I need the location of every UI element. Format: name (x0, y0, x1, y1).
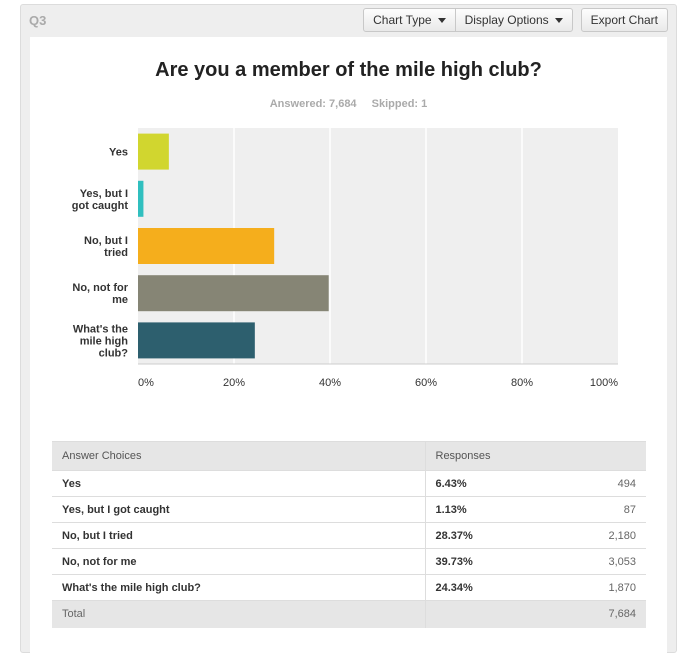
answer-choice: Yes, but I got caught (52, 496, 426, 523)
response-count: 87 (546, 496, 646, 523)
table-total-row: Total 7,684 (52, 600, 646, 628)
response-count: 3,053 (546, 548, 646, 575)
export-chart-button[interactable]: Export Chart (582, 9, 667, 31)
x-tick-label: 80% (511, 377, 533, 389)
x-tick-label: 100% (590, 377, 618, 389)
chart-options-group: Chart Type Display Options (363, 8, 573, 32)
category-label: Yes (109, 147, 128, 159)
question-title: Are you a member of the mile high club? (155, 59, 542, 81)
response-count: 494 (546, 470, 646, 497)
responses-table: Answer Choices Responses Yes 6.43% 494 Yes,… (52, 441, 646, 628)
total-label: Total (52, 600, 426, 628)
response-count: 1,870 (546, 574, 646, 601)
table-row: No, not for me 39.73% 3,053 (52, 548, 646, 575)
table-header-row: Answer Choices Responses (52, 441, 646, 471)
table-row: Yes 6.43% 494 (52, 470, 646, 497)
display-options-button[interactable]: Display Options (454, 9, 572, 31)
answer-choice: No, but I tried (52, 522, 426, 549)
category-label-line: club? (99, 347, 129, 359)
x-tick-label: 60% (415, 377, 437, 389)
table-row: What's the mile high club? 24.34% 1,870 (52, 574, 646, 601)
category-label-line: mile high (80, 335, 129, 347)
response-stats: Answered: 7,684 Skipped: 1 (30, 98, 667, 110)
answer-choice: What's the mile high club? (52, 574, 426, 601)
bar (138, 322, 255, 359)
x-tick-label: 0% (138, 377, 154, 389)
category-label: What's the mile high club? (73, 323, 128, 359)
display-options-label: Display Options (464, 13, 549, 27)
category-label-line: Yes, but I (80, 188, 128, 200)
bar (138, 228, 275, 264)
response-percent: 39.73% (425, 548, 547, 575)
chart-toolbar: Chart Type Display Options Export Chart (363, 8, 668, 32)
category-label-line: me (112, 294, 128, 306)
answered-count: Answered: 7,684 (269, 98, 357, 110)
answer-choice: Yes (52, 470, 426, 497)
table-row: Yes, but I got caught 1.13% 87 (52, 496, 646, 523)
question-panel: Q3 Chart Type Display Options Export Cha… (20, 4, 677, 653)
response-percent: 1.13% (425, 496, 547, 523)
category-label-line: got caught (72, 200, 129, 212)
response-percent: 6.43% (425, 470, 547, 497)
x-tick-label: 20% (223, 377, 245, 389)
header-responses: Responses (425, 441, 646, 471)
category-label-line: Yes (109, 147, 128, 159)
bar (138, 180, 144, 217)
question-number: Q3 (29, 13, 47, 28)
response-percent: 24.34% (425, 574, 547, 601)
answer-choice: No, not for me (52, 548, 426, 575)
bar (138, 275, 329, 312)
category-label-line: tried (104, 247, 128, 259)
skipped-count: Skipped: 1 (371, 98, 428, 110)
bar (138, 133, 169, 170)
category-label-line: No, but I (84, 235, 128, 247)
total-count: 7,684 (546, 600, 646, 628)
total-spacer (425, 600, 547, 628)
caret-down-icon (554, 17, 563, 23)
category-label-line: No, not for (72, 282, 128, 294)
table-row: No, but I tried 28.37% 2,180 (52, 522, 646, 549)
x-tick-label: 40% (319, 377, 341, 389)
chart-type-label: Chart Type (373, 13, 432, 27)
response-count: 2,180 (546, 522, 646, 549)
caret-down-icon (437, 17, 446, 23)
export-group: Export Chart (580, 8, 668, 32)
question-content: Are you a member of the mile high club? … (30, 37, 667, 653)
category-label: No, not for me (72, 282, 128, 306)
header-answer-choices: Answer Choices (52, 441, 426, 471)
chart-type-button[interactable]: Chart Type (364, 9, 454, 31)
response-percent: 28.37% (425, 522, 547, 549)
category-label-line: What's the (73, 323, 128, 335)
